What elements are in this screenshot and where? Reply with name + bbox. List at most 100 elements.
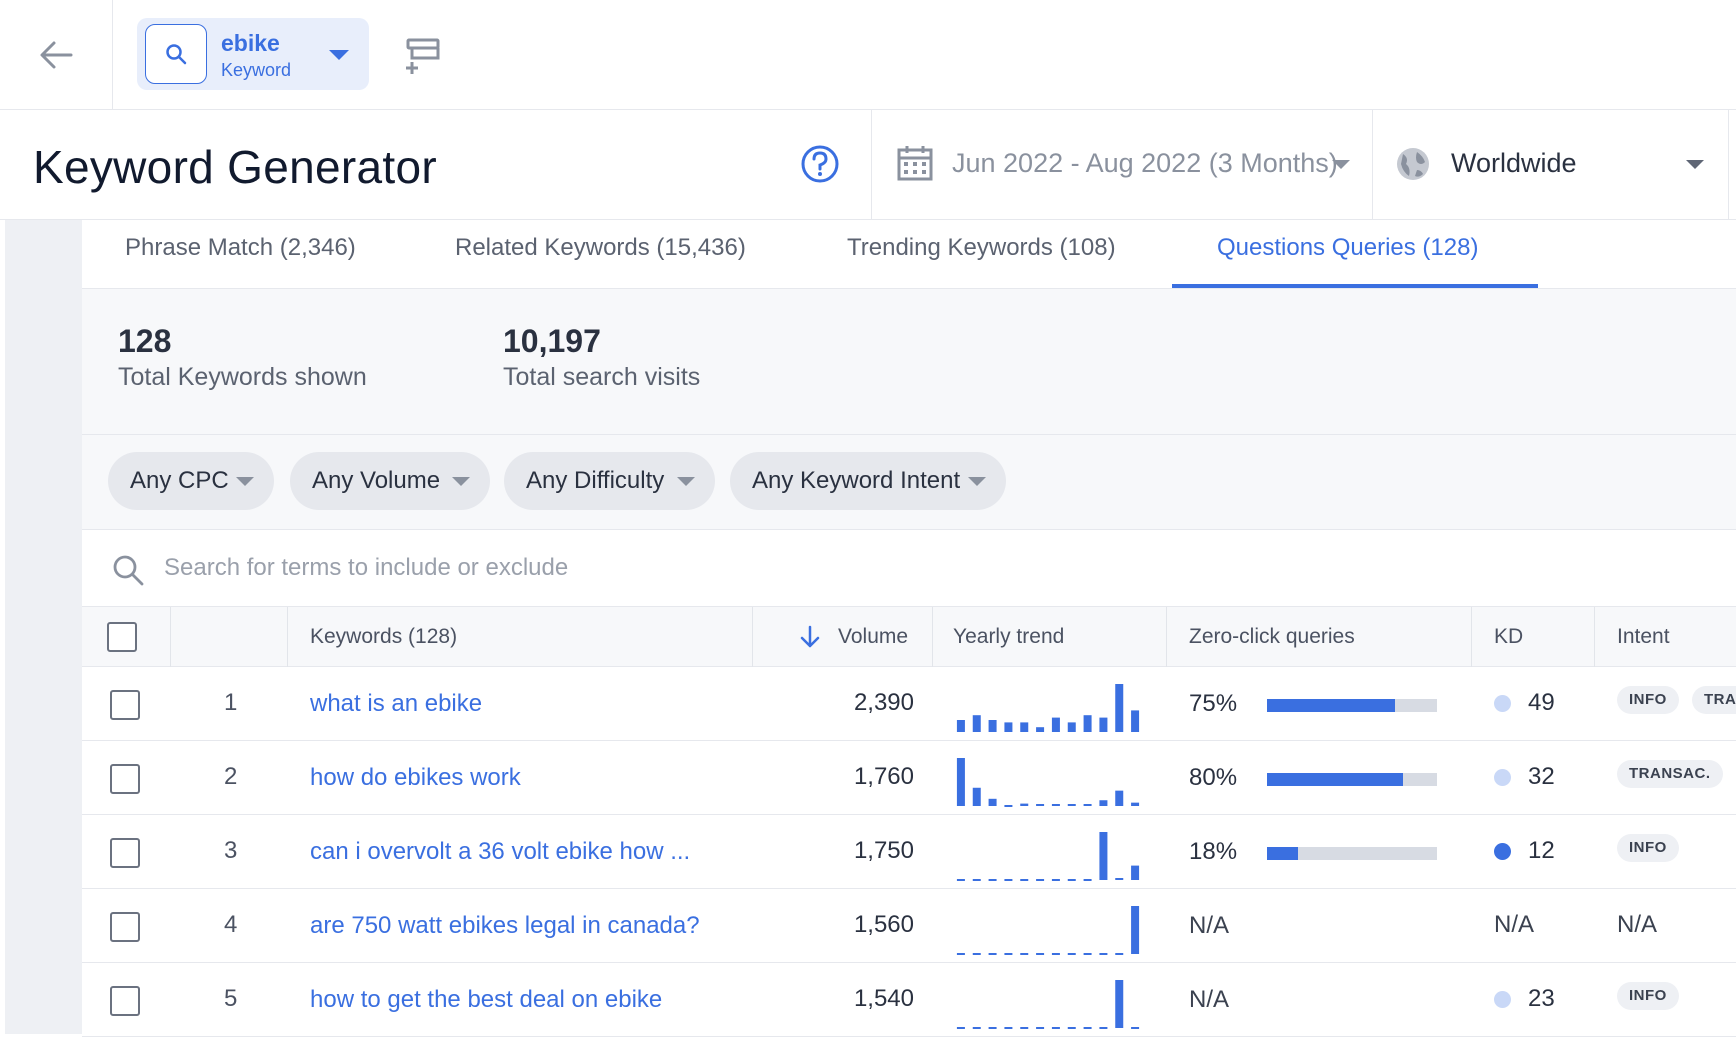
filter-difficulty-label: Any Difficulty: [526, 467, 665, 494]
select-all-checkbox[interactable]: [107, 622, 137, 652]
filter-cpc-label: Any CPC: [130, 467, 229, 494]
col-intent[interactable]: Intent: [1617, 625, 1670, 648]
kd-value: 32: [1528, 763, 1555, 790]
search-icon: [113, 555, 144, 586]
intent-value: N/A: [1617, 911, 1658, 938]
help-button[interactable]: [800, 144, 840, 184]
kd-indicator: [1494, 843, 1511, 860]
left-gutter: [0, 220, 82, 1034]
total-visits-label: Total search visits: [503, 363, 701, 391]
trend-bar: [1115, 684, 1124, 732]
row-index: 2: [224, 763, 238, 790]
row-index: 3: [224, 837, 238, 864]
trend-bar: [1020, 722, 1029, 732]
add-compare-button[interactable]: [404, 32, 448, 76]
table-row: 1 what is an ebike 2,390 75% 49 INFO TRA…: [82, 667, 1736, 741]
zero-click-bar-fill: [1267, 847, 1298, 860]
region-label: Worldwide: [1451, 148, 1577, 178]
trend-bar: [956, 758, 965, 806]
trend-bar: [1131, 865, 1140, 880]
tab-phrase-match[interactable]: Phrase Match (2,346): [125, 234, 356, 261]
filter-cpc[interactable]: Any CPC: [108, 452, 274, 510]
calendar-icon: [897, 146, 933, 181]
total-keywords-value: 128: [118, 323, 172, 359]
yearly-trend-sparkline: [956, 980, 1140, 1029]
filter-volume[interactable]: Any Volume: [290, 452, 490, 510]
top-bar: ebike Keyword: [0, 0, 1736, 110]
trend-bar: [1051, 717, 1060, 732]
term-search-bar: [82, 529, 1736, 606]
region-selector[interactable]: Worldwide: [1373, 110, 1729, 220]
keyword-link[interactable]: are 750 watt ebikes legal in canada?: [310, 912, 700, 939]
row-index: 1: [224, 689, 238, 716]
trend-bar: [972, 787, 981, 806]
back-button[interactable]: [0, 0, 113, 110]
kd-indicator: [1494, 695, 1511, 712]
trend-bar: [1115, 878, 1124, 880]
chevron-down-icon: [1686, 160, 1704, 169]
filter-difficulty[interactable]: Any Difficulty: [504, 452, 715, 510]
intent-badge: INFO: [1617, 982, 1679, 1010]
intent-badge: INFO: [1617, 686, 1679, 714]
total-keywords-label: Total Keywords shown: [118, 363, 367, 391]
table-row: 5 how to get the best deal on ebike 1,54…: [82, 963, 1736, 1037]
chevron-down-icon: [1332, 160, 1350, 169]
trend-bar: [1083, 804, 1092, 806]
kd-value: 12: [1528, 837, 1555, 864]
chevron-down-icon: [968, 477, 986, 486]
row-checkbox[interactable]: [110, 912, 140, 942]
sort-down-icon[interactable]: [799, 625, 821, 649]
date-range-label: Jun 2022 - Aug 2022 (3 Months): [952, 148, 1338, 178]
help-icon: [801, 145, 839, 183]
row-checkbox[interactable]: [110, 838, 140, 868]
volume-value: 1,540: [853, 985, 914, 1012]
tab-questions-queries[interactable]: Questions Queries (128): [1217, 234, 1479, 261]
zero-click-bar: [1267, 699, 1437, 712]
col-kd[interactable]: KD: [1494, 625, 1524, 648]
trend-bar: [1051, 804, 1060, 806]
keyword-link[interactable]: can i overvolt a 36 volt ebike how ...: [310, 838, 691, 865]
table-row: 4 are 750 watt ebikes legal in canada? 1…: [82, 889, 1736, 963]
trend-bar: [1067, 804, 1076, 806]
trend-bar: [1099, 800, 1108, 806]
row-checkbox[interactable]: [110, 690, 140, 720]
trend-bar: [1036, 727, 1045, 732]
table-row: 3 can i overvolt a 36 volt ebike how ...…: [82, 815, 1736, 889]
col-zero-click[interactable]: Zero-click queries: [1189, 625, 1355, 648]
row-checkbox[interactable]: [110, 986, 140, 1016]
filter-keyword-intent-label: Any Keyword Intent: [752, 467, 961, 494]
zero-click-bar: [1267, 773, 1437, 786]
trend-bar: [956, 720, 965, 732]
keyword-link[interactable]: what is an ebike: [310, 690, 483, 717]
zero-click-value: 75%: [1189, 690, 1238, 717]
filter-keyword-intent[interactable]: Any Keyword Intent: [730, 452, 1006, 510]
keyword-type: Keyword: [221, 60, 292, 80]
kd-value: 49: [1528, 689, 1555, 716]
trend-bar: [972, 715, 981, 732]
zero-click-bar: [1267, 847, 1437, 860]
volume-value: 2,390: [853, 689, 914, 716]
col-keywords[interactable]: Keywords (128): [310, 625, 458, 648]
col-volume[interactable]: Volume: [838, 625, 909, 648]
trend-bar: [1067, 722, 1076, 732]
trend-bar: [1131, 802, 1140, 806]
date-range-selector[interactable]: Jun 2022 - Aug 2022 (3 Months): [871, 110, 1373, 220]
trend-bar: [1099, 832, 1108, 880]
tab-related-keywords[interactable]: Related Keywords (15,436): [455, 234, 746, 261]
chevron-down-icon: [329, 50, 349, 60]
tab-bar: Phrase Match (2,346) Related Keywords (1…: [82, 220, 1736, 289]
chevron-down-icon: [677, 477, 695, 486]
add-compare-icon: [406, 38, 440, 74]
keyword-selector[interactable]: ebike Keyword: [137, 18, 369, 90]
volume-value: 1,760: [853, 763, 914, 790]
zero-click-value: 80%: [1189, 764, 1238, 791]
term-search-input[interactable]: [164, 544, 964, 592]
trend-bar: [1004, 722, 1013, 732]
keyword-link[interactable]: how do ebikes work: [310, 764, 521, 791]
kd-indicator: [1494, 991, 1511, 1008]
keyword-link[interactable]: how to get the best deal on ebike: [310, 986, 663, 1013]
kd-value: 23: [1528, 985, 1555, 1012]
col-yearly-trend[interactable]: Yearly trend: [953, 625, 1065, 648]
row-checkbox[interactable]: [110, 764, 140, 794]
tab-trending-keywords[interactable]: Trending Keywords (108): [847, 234, 1116, 261]
